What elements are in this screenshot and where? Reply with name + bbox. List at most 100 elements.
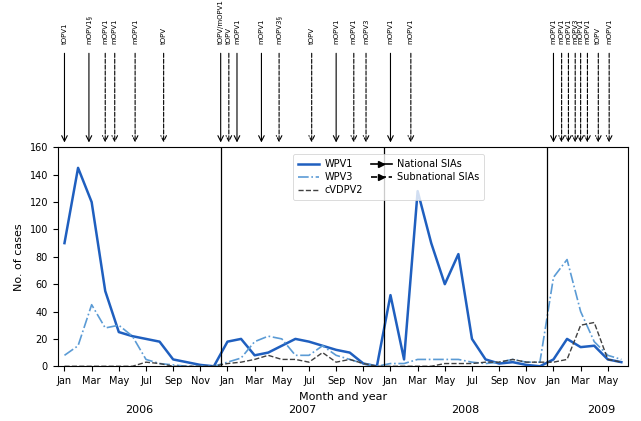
WPV1 bbox=[278, 343, 286, 348]
WPV3 bbox=[617, 357, 625, 362]
cVDPV2 bbox=[332, 360, 340, 365]
WPV3 bbox=[604, 353, 612, 358]
cVDPV2 bbox=[305, 360, 313, 365]
WPV3 bbox=[61, 353, 69, 358]
WPV3 bbox=[210, 364, 218, 369]
WPV3 bbox=[169, 362, 177, 368]
cVDPV2 bbox=[387, 364, 394, 369]
Text: 2006: 2006 bbox=[125, 405, 153, 415]
WPV1 bbox=[305, 339, 313, 344]
WPV3 bbox=[441, 357, 449, 362]
WPV1 bbox=[590, 343, 598, 348]
WPV3 bbox=[101, 325, 109, 330]
WPV1 bbox=[169, 357, 177, 362]
cVDPV2 bbox=[346, 357, 354, 362]
cVDPV2 bbox=[101, 364, 109, 369]
WPV3 bbox=[142, 357, 150, 362]
Text: mOPV1: mOPV1 bbox=[112, 19, 118, 44]
Text: mOPV1: mOPV1 bbox=[558, 19, 565, 44]
WPV1 bbox=[129, 333, 137, 338]
Line: cVDPV2: cVDPV2 bbox=[65, 322, 621, 366]
Text: mOPV1: mOPV1 bbox=[606, 19, 612, 44]
WPV3 bbox=[196, 364, 204, 369]
WPV3 bbox=[400, 361, 408, 366]
WPV3 bbox=[156, 361, 163, 366]
WPV3 bbox=[536, 360, 544, 365]
WPV1 bbox=[251, 353, 258, 358]
Text: tOPV1: tOPV1 bbox=[62, 23, 67, 44]
cVDPV2 bbox=[454, 361, 462, 366]
WPV3 bbox=[495, 360, 503, 365]
cVDPV2 bbox=[400, 364, 408, 369]
WPV3 bbox=[129, 333, 137, 338]
WPV3 bbox=[251, 339, 258, 344]
Text: mOPV1: mOPV1 bbox=[132, 19, 138, 44]
Text: tOPV/mOPV1: tOPV/mOPV1 bbox=[218, 0, 224, 44]
Text: tOPV: tOPV bbox=[309, 27, 315, 44]
Text: 2009: 2009 bbox=[587, 405, 615, 415]
cVDPV2 bbox=[292, 357, 299, 362]
WPV3 bbox=[549, 275, 557, 280]
WPV3 bbox=[360, 361, 367, 366]
cVDPV2 bbox=[428, 364, 435, 369]
cVDPV2 bbox=[522, 360, 530, 365]
WPV3 bbox=[88, 302, 96, 307]
WPV1 bbox=[509, 360, 517, 365]
WPV1 bbox=[224, 339, 231, 344]
cVDPV2 bbox=[590, 320, 598, 325]
Text: mOPV1: mOPV1 bbox=[333, 19, 339, 44]
WPV1 bbox=[387, 293, 394, 298]
cVDPV2 bbox=[169, 364, 177, 369]
WPV1 bbox=[563, 336, 571, 341]
WPV3 bbox=[292, 353, 299, 358]
cVDPV2 bbox=[115, 364, 122, 369]
WPV1 bbox=[617, 360, 625, 365]
WPV1 bbox=[61, 240, 69, 245]
Text: mOPV3: mOPV3 bbox=[363, 19, 369, 44]
WPV1 bbox=[495, 361, 503, 366]
cVDPV2 bbox=[468, 361, 476, 366]
cVDPV2 bbox=[414, 364, 422, 369]
WPV3 bbox=[346, 357, 354, 362]
cVDPV2 bbox=[183, 364, 190, 369]
cVDPV2 bbox=[577, 322, 585, 328]
cVDPV2 bbox=[61, 364, 69, 369]
WPV1 bbox=[346, 350, 354, 355]
cVDPV2 bbox=[196, 364, 204, 369]
Text: mOPV1: mOPV1 bbox=[408, 19, 414, 44]
WPV3 bbox=[387, 361, 394, 366]
cVDPV2 bbox=[549, 360, 557, 365]
WPV3 bbox=[563, 257, 571, 262]
cVDPV2 bbox=[264, 353, 272, 358]
WPV1 bbox=[264, 350, 272, 355]
WPV1 bbox=[142, 336, 150, 341]
WPV1 bbox=[373, 364, 381, 369]
cVDPV2 bbox=[495, 360, 503, 365]
WPV3 bbox=[468, 360, 476, 365]
WPV3 bbox=[278, 336, 286, 341]
cVDPV2 bbox=[373, 364, 381, 369]
cVDPV2 bbox=[251, 357, 258, 362]
WPV3 bbox=[332, 353, 340, 358]
WPV3 bbox=[115, 322, 122, 328]
WPV1 bbox=[210, 364, 218, 369]
WPV1 bbox=[428, 240, 435, 245]
cVDPV2 bbox=[142, 360, 150, 365]
WPV3 bbox=[482, 361, 490, 366]
WPV1 bbox=[183, 360, 190, 365]
X-axis label: Month and year: Month and year bbox=[299, 392, 387, 402]
WPV3 bbox=[264, 333, 272, 338]
Text: mOPV1§: mOPV1§ bbox=[86, 15, 92, 44]
Text: mOPV3: mOPV3 bbox=[572, 19, 578, 44]
WPV3 bbox=[183, 364, 190, 369]
WPV1 bbox=[88, 200, 96, 205]
WPV1 bbox=[400, 357, 408, 362]
cVDPV2 bbox=[129, 364, 137, 369]
WPV1 bbox=[196, 362, 204, 368]
Text: 2007: 2007 bbox=[288, 405, 316, 415]
WPV3 bbox=[237, 355, 245, 360]
WPV3 bbox=[577, 309, 585, 314]
Text: tOPV: tOPV bbox=[226, 27, 232, 44]
Text: mOPV1: mOPV1 bbox=[585, 19, 590, 44]
WPV3 bbox=[74, 343, 82, 348]
